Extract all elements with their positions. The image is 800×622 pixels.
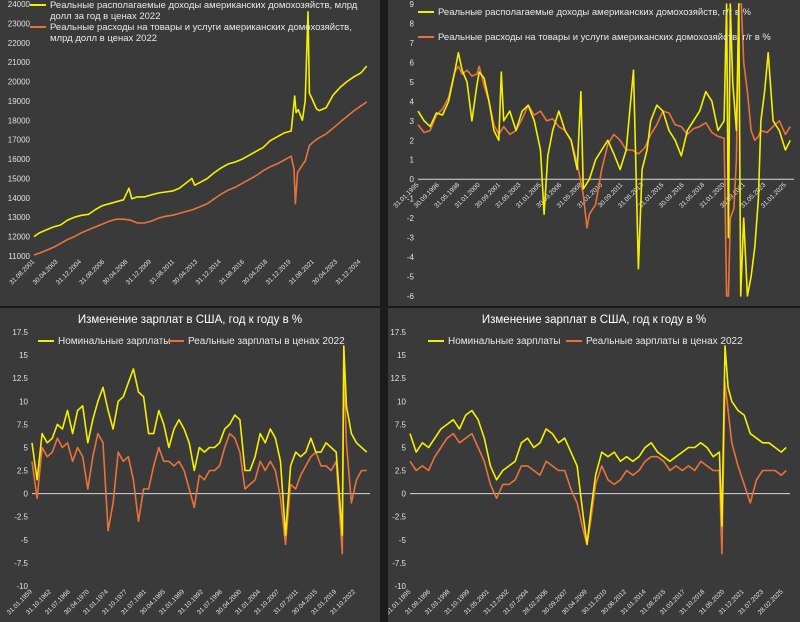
y-tick-label: -2.5 xyxy=(392,513,406,522)
y-tick-label: 0 xyxy=(410,175,415,184)
x-tick-label: 31.12.2024 xyxy=(335,258,363,286)
y-tick-label: 22000 xyxy=(8,39,31,48)
y-tick-label: 5 xyxy=(402,443,407,452)
y-tick-label: 15 xyxy=(397,351,406,360)
y-tick-label: 14000 xyxy=(8,194,31,203)
y-tick-label: 5 xyxy=(24,443,29,452)
y-tick-label: 24000 xyxy=(8,0,31,9)
y-tick-label: 5 xyxy=(410,78,415,87)
y-tick-label: 17.5 xyxy=(12,328,28,337)
y-tick-label: -5 xyxy=(407,273,415,282)
legend-label: Реальные расходы на товары и услуги амер… xyxy=(438,32,771,43)
y-tick-label: -6 xyxy=(407,292,415,301)
y-tick-label: -2.5 xyxy=(14,513,28,522)
y-tick-label: 2.5 xyxy=(395,467,407,476)
legend-label: Реальные располагаемые доходы американск… xyxy=(50,0,358,22)
y-tick-label: -10 xyxy=(394,582,406,591)
y-tick-label: 13000 xyxy=(8,213,31,222)
y-tick-label: 1 xyxy=(410,156,415,165)
y-tick-label: 20000 xyxy=(8,78,31,87)
y-tick-label: 12.5 xyxy=(390,374,406,383)
y-tick-label: 21000 xyxy=(8,58,31,67)
y-tick-label: 2.5 xyxy=(17,467,29,476)
y-tick-label: -10 xyxy=(16,582,28,591)
y-tick-label: -5 xyxy=(21,536,29,545)
chart-svg: 11000 12000 13000 14000 15000 16000 17000 18000… xyxy=(8,0,368,286)
y-tick-label: 7.5 xyxy=(395,420,407,429)
chart-panel-income-yoy: -6 -5 -4 -3 -2 -1 0 1 2 3 4 5 6 7 8 9 31.01.1995 30.09.19… xyxy=(388,0,800,306)
y-tick-label: -3 xyxy=(407,234,415,243)
y-tick-label: 19000 xyxy=(8,97,31,106)
y-tick-label: 11000 xyxy=(8,252,30,261)
y-tick-label: 4 xyxy=(410,97,415,106)
y-tick-label: 8 xyxy=(410,19,415,28)
y-tick-label: -4 xyxy=(407,253,415,262)
y-tick-label: 10 xyxy=(19,397,28,406)
y-tick-label: -2 xyxy=(407,214,415,223)
y-tick-label: 6 xyxy=(410,58,415,67)
y-tick-label: 7 xyxy=(410,39,415,48)
chart-title: Изменение зарплат в США, год к году в % xyxy=(77,314,303,326)
y-tick-label: 17000 xyxy=(8,136,31,145)
y-tick-label: 12000 xyxy=(8,233,31,242)
legend-label: Реальные расходы на товары и услуги амер… xyxy=(50,22,352,44)
y-tick-label: 0 xyxy=(24,490,29,499)
y-tick-label: 18000 xyxy=(8,116,31,125)
y-tick-label: -5 xyxy=(399,536,407,545)
chart-svg: -6-5-4-3-2-1012345678931.01.199530.09.19… xyxy=(392,0,794,301)
series-line-0 xyxy=(31,345,368,536)
y-tick-label: 12.5 xyxy=(12,374,28,383)
chart-svg: -10-7.5-5-2.502.557.51012.51517.531.01.1… xyxy=(388,328,790,616)
y-tick-label: 15000 xyxy=(8,174,31,183)
chart-panel-income-levels: 11000 12000 13000 14000 15000 16000 17000 18000… xyxy=(0,0,380,306)
y-tick-label: 7.5 xyxy=(17,420,29,429)
legend-label: Номинальные зарплаты xyxy=(448,336,561,347)
y-tick-label: 16000 xyxy=(8,155,31,164)
series-line-0 xyxy=(417,3,792,297)
chart-title: Изменение зарплат в США, год к году в % xyxy=(481,314,707,326)
y-tick-label: 0 xyxy=(402,490,407,499)
series-line-1 xyxy=(33,101,368,256)
series-line-1 xyxy=(31,363,367,555)
y-tick-label: -7.5 xyxy=(392,559,406,568)
chart-panel-wages-short: -10 -7.5 -5 -2.5 0 2.5 5 7.5 10 12.5 15 17.5 31.01.1… xyxy=(388,308,800,622)
series-line-1 xyxy=(409,382,787,555)
series-line-0 xyxy=(33,11,368,238)
y-tick-label: 3 xyxy=(410,117,415,126)
legend-label: Реальные зарплаты в ценах 2022 xyxy=(586,336,743,347)
y-tick-label: 10 xyxy=(397,397,406,406)
y-tick-label: 17.5 xyxy=(390,328,406,337)
chart-panel-wages-long: -10 -7.5 -5 -2.5 0 2.5 5 7.5 10 12.5 15 17.5 31.01.1… xyxy=(0,308,380,622)
legend-label: Номинальные зарплаты xyxy=(58,336,171,347)
y-tick-label: 23000 xyxy=(8,19,31,28)
y-tick-label: 9 xyxy=(410,0,415,9)
y-tick-label: -1 xyxy=(407,195,415,204)
series-line-1 xyxy=(417,3,791,297)
y-tick-label: -7.5 xyxy=(14,559,28,568)
series-line-0 xyxy=(409,345,787,546)
y-tick-label: 15 xyxy=(19,351,28,360)
y-tick-label: 2 xyxy=(410,136,415,145)
legend-label: Реальные зарплаты в ценах 2022 xyxy=(188,336,345,347)
chart-svg: -10-7.5-5-2.502.557.51012.51517.531.01.1… xyxy=(6,328,370,616)
legend-label: Реальные располагаемые доходы американск… xyxy=(438,7,752,18)
